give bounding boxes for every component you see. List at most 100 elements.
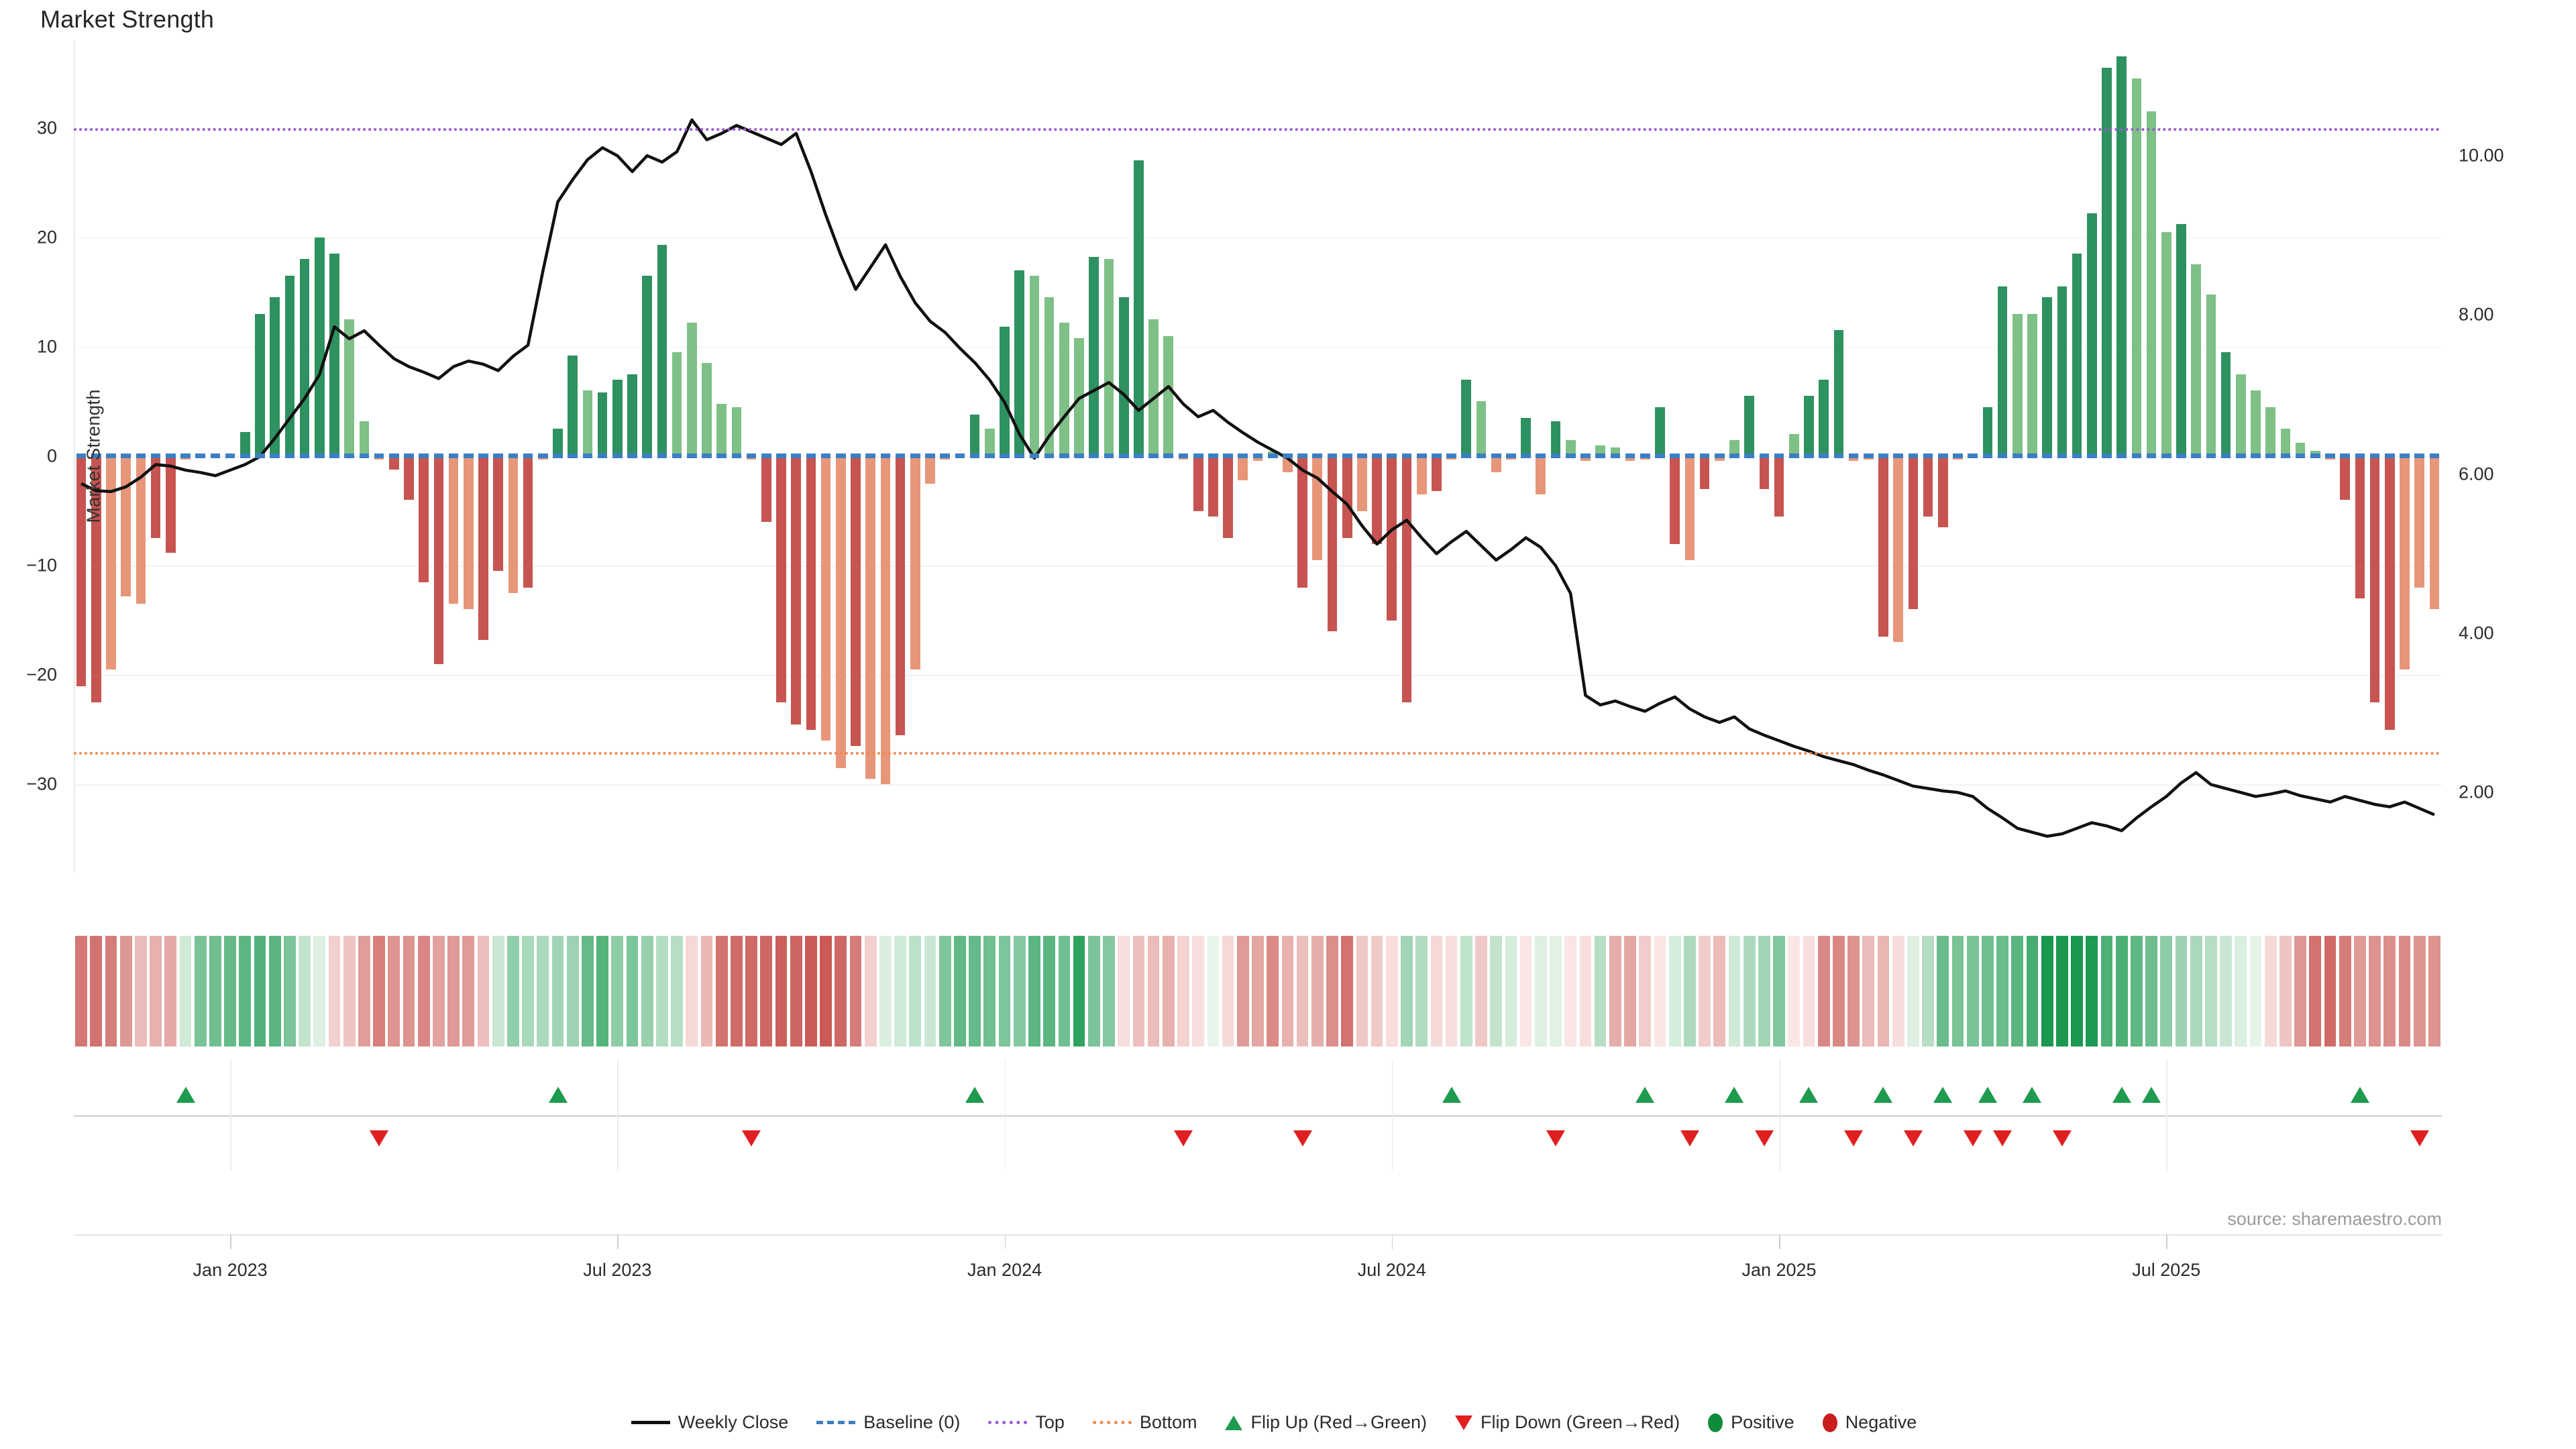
flip-panel-vtick <box>617 1060 619 1171</box>
heatmap-cell <box>849 936 862 1046</box>
baseline-segment <box>210 453 221 458</box>
legend: Weekly Close Baseline (0) Top Bottom Flip Up… <box>0 1412 2576 1433</box>
heatmap-cell <box>790 936 802 1046</box>
x-tick-label: Jan 2025 <box>1741 1260 1817 1280</box>
heatmap-cell <box>2220 936 2232 1046</box>
heatmap-cell <box>909 936 922 1046</box>
baseline-segment <box>2057 453 2068 458</box>
flip-up-marker <box>1635 1087 1655 1103</box>
baseline-segment <box>672 453 682 458</box>
strength-bar-positive <box>568 355 578 456</box>
baseline-segment <box>1134 453 1144 458</box>
baseline-segment <box>2220 453 2231 458</box>
strength-bar-negative <box>493 456 504 572</box>
flip-panel-vtick <box>2166 1060 2167 1171</box>
strength-bar-positive <box>1044 297 1055 456</box>
legend-item[interactable]: Negative <box>1822 1412 1917 1433</box>
heatmap-cell <box>1892 936 1904 1046</box>
baseline-segment <box>2429 453 2440 458</box>
legend-item[interactable]: Positive <box>1708 1412 1794 1433</box>
strength-bar-positive <box>2295 443 2306 456</box>
x-tick-label: Jul 2023 <box>583 1260 652 1280</box>
strength-bar-negative <box>1893 456 1903 643</box>
legend-item[interactable]: Top <box>988 1412 1065 1433</box>
strength-bar-positive <box>329 254 339 456</box>
heatmap-cell <box>1981 936 1994 1046</box>
strength-bar-positive <box>1550 421 1561 456</box>
strength-bar-negative <box>478 456 488 641</box>
flip-down-marker <box>1680 1130 1699 1146</box>
baseline-segment <box>687 453 697 458</box>
baseline-segment <box>553 453 563 458</box>
heatmap-cell <box>1147 936 1160 1046</box>
heatmap-cell <box>1594 936 1607 1046</box>
baseline-segment <box>1521 453 1531 458</box>
legend-label: Flip Down (Green→Red) <box>1481 1412 1680 1432</box>
heatmap-cell <box>1668 936 1681 1046</box>
heatmap-cell <box>2413 936 2426 1046</box>
heatmap-cell <box>611 936 624 1046</box>
strength-bar-positive <box>1982 407 1993 456</box>
baseline-segment <box>1819 453 1829 458</box>
baseline-segment <box>1252 453 1263 458</box>
baseline-segment <box>1968 453 1978 458</box>
baseline-segment <box>1327 453 1338 458</box>
legend-item[interactable]: Bottom <box>1092 1412 1197 1433</box>
baseline-segment <box>1699 453 1710 458</box>
x-tick-label: Jan 2023 <box>193 1260 268 1280</box>
strength-bar-positive <box>1521 417 1531 456</box>
top-dotted-icon <box>988 1421 1028 1424</box>
strength-bar-positive <box>1089 257 1099 456</box>
baseline-segment <box>2146 453 2157 458</box>
flip-up-marker <box>176 1087 195 1103</box>
baseline-segment <box>1491 453 1501 458</box>
heatmap-cell <box>1713 936 1726 1046</box>
strength-bar-positive <box>1655 407 1665 456</box>
heatmap-cell <box>1341 936 1354 1046</box>
heatmap-cell <box>1177 936 1189 1046</box>
heatmap-cell <box>626 936 639 1046</box>
baseline-segment <box>791 453 802 458</box>
heatmap-cell <box>998 936 1011 1046</box>
baseline-segment <box>1148 453 1159 458</box>
strength-bar-negative <box>419 456 429 582</box>
gridline <box>74 675 2442 676</box>
strength-bar-negative <box>91 456 101 703</box>
heatmap-cell <box>924 936 936 1046</box>
weekly-close-line-icon <box>631 1421 670 1424</box>
strength-bar-positive <box>657 245 667 456</box>
flip-up-marker <box>1442 1087 1461 1103</box>
baseline-segment <box>1372 453 1382 458</box>
heatmap-cell <box>209 936 221 1046</box>
heatmap-cell <box>179 936 192 1046</box>
heatmap-cell <box>2086 936 2098 1046</box>
heatmap-cell <box>2235 936 2247 1046</box>
baseline-segment <box>76 453 87 458</box>
heatmap-cell <box>373 936 385 1046</box>
heatmap-cell <box>805 936 817 1046</box>
baseline-segment <box>2042 453 2052 458</box>
strength-bar-positive <box>2220 352 2231 456</box>
legend-item[interactable]: Baseline (0) <box>816 1412 960 1433</box>
legend-item[interactable]: Weekly Close <box>631 1412 788 1433</box>
flip-down-marker <box>1293 1130 1312 1146</box>
heatmap-cell <box>1966 936 1979 1046</box>
gridline <box>74 237 2442 239</box>
heatmap-cell <box>1385 936 1398 1046</box>
baseline-segment <box>239 453 250 458</box>
page-title: Market Strength <box>40 5 215 33</box>
baseline-segment <box>478 453 488 458</box>
strength-bar-positive <box>716 403 727 456</box>
baseline-segment <box>433 453 444 458</box>
strength-bar-positive <box>672 352 682 456</box>
heatmap-cell <box>119 936 132 1046</box>
heatmap-cell <box>507 936 519 1046</box>
heatmap-cell <box>2190 936 2202 1046</box>
legend-item[interactable]: Flip Up (Red→Green) <box>1225 1412 1427 1433</box>
legend-item[interactable]: Flip Down (Green→Red) <box>1455 1412 1680 1433</box>
x-axis: source: sharemaestro.com Jan 2023 Jul 202… <box>74 1209 2442 1315</box>
baseline-segment <box>2251 453 2261 458</box>
heatmap-cell <box>2324 936 2337 1046</box>
gridline <box>74 346 2442 348</box>
baseline-segment <box>1908 453 1919 458</box>
